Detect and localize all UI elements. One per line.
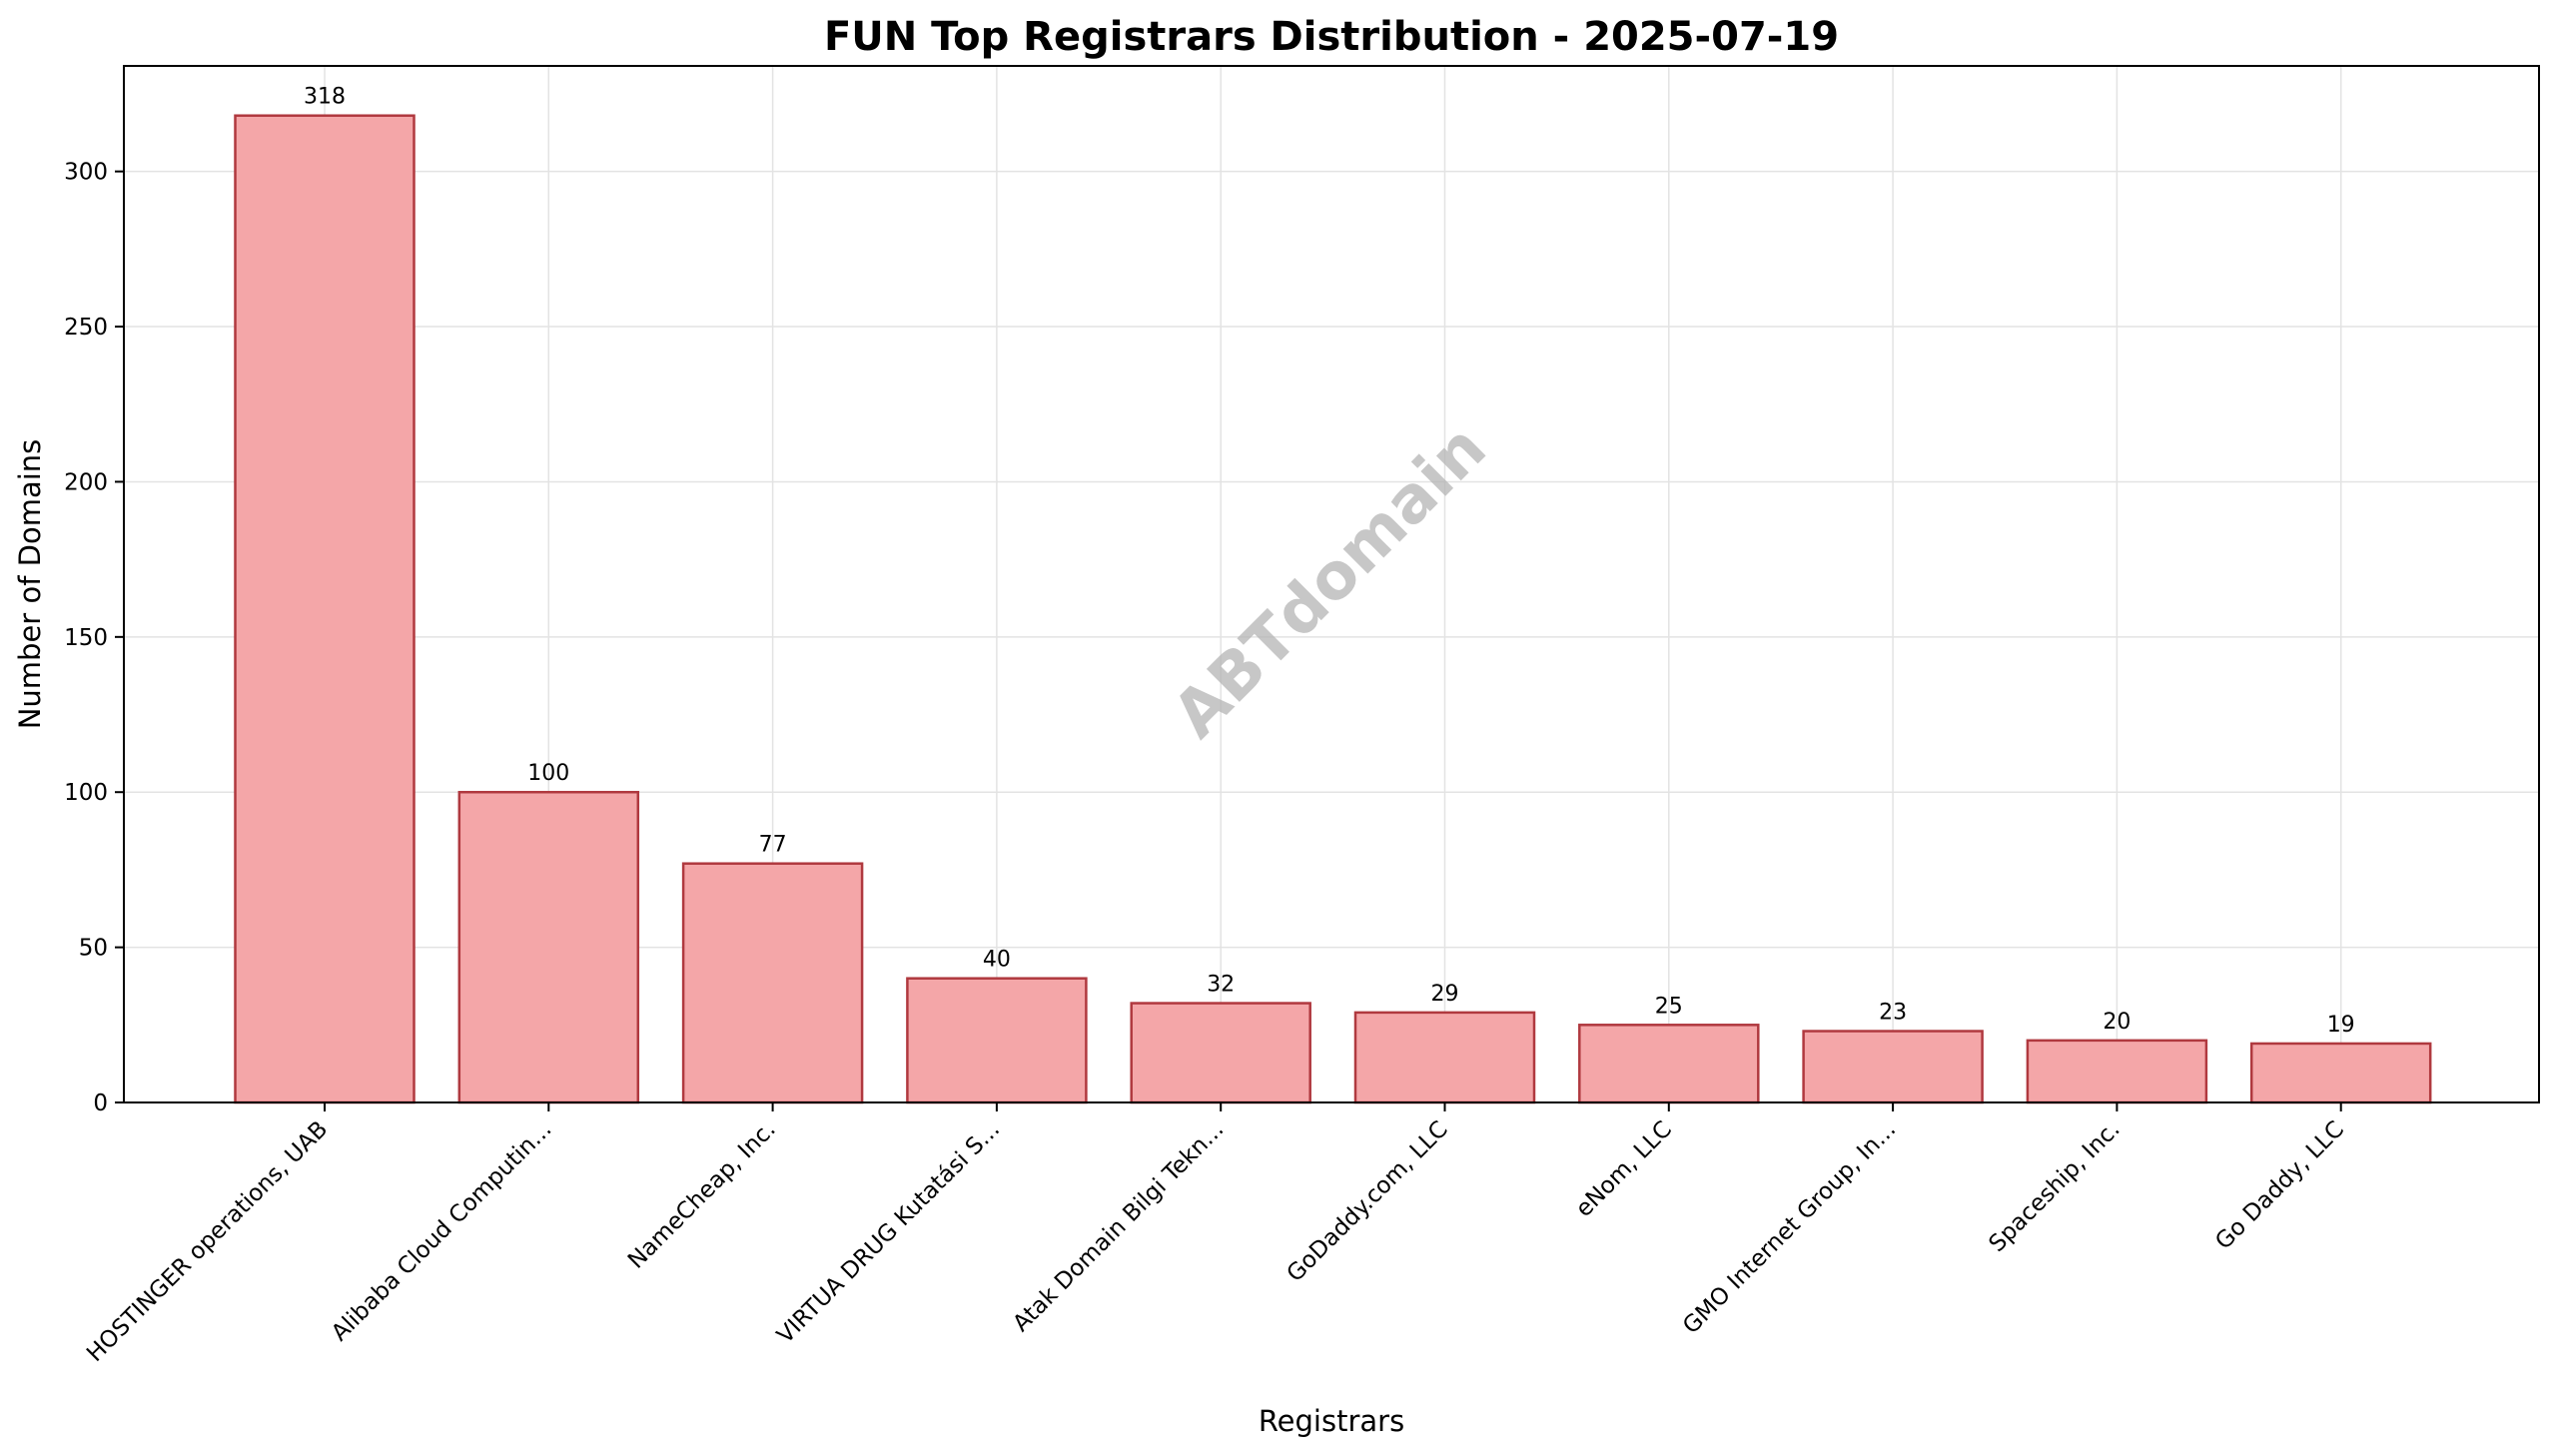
- bar: [457, 790, 640, 1104]
- x-tick-label: VIRTUA DRUG Kutatási S...: [772, 1116, 1005, 1349]
- bar: [906, 977, 1088, 1104]
- x-tick-label: Atak Domain Bilgi Tekn...: [1008, 1116, 1229, 1337]
- bar: [1578, 1024, 1760, 1104]
- bar: [1130, 1002, 1311, 1104]
- x-tick-label: Spaceship, Inc.: [1985, 1116, 2126, 1257]
- bar-value-label: 32: [1207, 973, 1235, 998]
- bars: [234, 114, 2432, 1104]
- y-tick-label: 0: [93, 1091, 108, 1116]
- bar: [234, 114, 416, 1104]
- x-tick-label: Alibaba Cloud Computin...: [327, 1116, 556, 1346]
- y-tick-label: 250: [64, 315, 108, 341]
- bar-value-label: 29: [1431, 982, 1459, 1007]
- x-tick-label: HOSTINGER operations, UAB: [82, 1116, 333, 1367]
- x-tick-label: eNom, LLC: [1571, 1116, 1677, 1222]
- x-tick-label: NameCheap, Inc.: [623, 1116, 781, 1274]
- bar: [1802, 1030, 1984, 1104]
- bar-value-label: 40: [983, 948, 1011, 973]
- bar: [2026, 1039, 2208, 1104]
- x-axis-label: Registrars: [1259, 1404, 1404, 1438]
- y-tick-label: 50: [79, 936, 108, 962]
- x-tick-label: Go Daddy, LLC: [2210, 1116, 2349, 1255]
- plot-frame: [123, 65, 2540, 1103]
- y-tick-label: 100: [64, 780, 108, 806]
- y-tick-label: 200: [64, 469, 108, 495]
- axes: 0 50 100 150 200 250 300 HOSTINGER operations, …: [64, 65, 2540, 1367]
- y-tick-label: 150: [64, 625, 108, 651]
- bar-value-label: 100: [527, 761, 569, 786]
- bar-value-label: 19: [2327, 1013, 2355, 1038]
- bar-value-label: 25: [1655, 994, 1683, 1019]
- bar-value-label: 23: [1879, 1001, 1907, 1026]
- x-tick-label: GoDaddy.com, LLC: [1282, 1116, 1453, 1287]
- watermark: ABTdomain: [1160, 411, 1501, 753]
- y-axis-label: Number of Domains: [13, 439, 47, 730]
- bar: [1353, 1011, 1536, 1104]
- x-tick-label: GMO Internet Group, In...: [1678, 1116, 1901, 1339]
- bar: [2249, 1042, 2432, 1104]
- y-tick-label: 300: [64, 160, 108, 186]
- chart-title: FUN Top Registrars Distribution - 2025-0…: [824, 14, 1839, 60]
- bar: [681, 862, 864, 1104]
- bar-value-label: 20: [2103, 1010, 2131, 1035]
- bar-value-label: 318: [304, 85, 346, 110]
- bar-value-labels: 318 100 77 40 32 29 25 23 20 19: [304, 85, 2355, 1038]
- bar-value-label: 77: [759, 833, 787, 858]
